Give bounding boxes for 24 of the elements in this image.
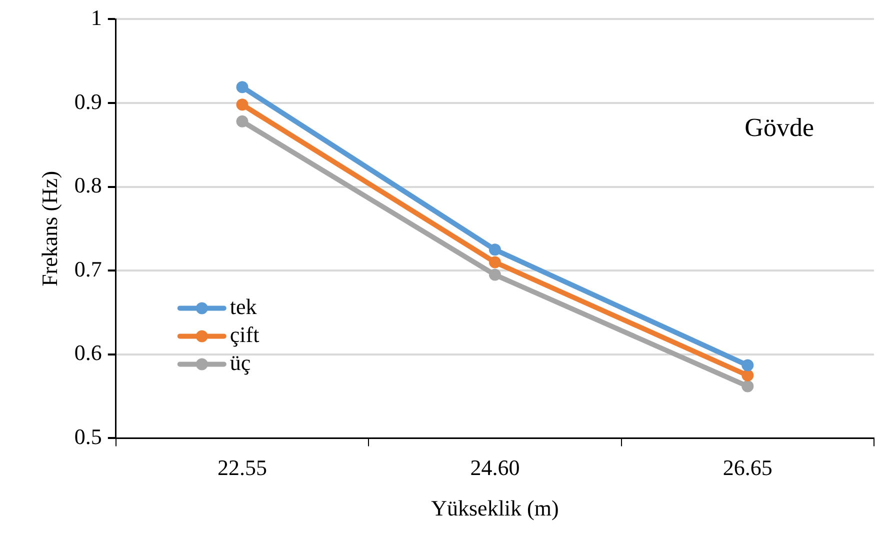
point [488, 256, 501, 268]
y-tick-label: 0.7 [74, 256, 102, 282]
point [236, 81, 248, 94]
annotation: Gövde [744, 113, 814, 142]
legend-label: çift [230, 322, 260, 347]
point [236, 98, 248, 111]
legend-label: üç [230, 350, 251, 375]
legend-label: tek [230, 294, 257, 319]
x-tick-label: 24.60 [470, 455, 520, 480]
y-tick-label: 0.6 [74, 340, 102, 366]
y-tick-label: 0.9 [74, 88, 102, 114]
y-axis-title: Frekans (Hz) [36, 170, 62, 286]
y-tick-label: 1 [90, 4, 102, 30]
point [236, 115, 248, 128]
y-tick-label: 0.5 [74, 424, 102, 449]
x-tick-label: 22.55 [218, 455, 267, 480]
point [488, 268, 501, 281]
point [488, 244, 501, 256]
point [742, 369, 754, 382]
point [742, 359, 754, 372]
point [742, 380, 754, 392]
x-axis-title: Yükseklik (m) [431, 496, 559, 521]
x-tick-label: 26.65 [722, 455, 772, 480]
y-tick-label: 0.8 [74, 172, 102, 198]
